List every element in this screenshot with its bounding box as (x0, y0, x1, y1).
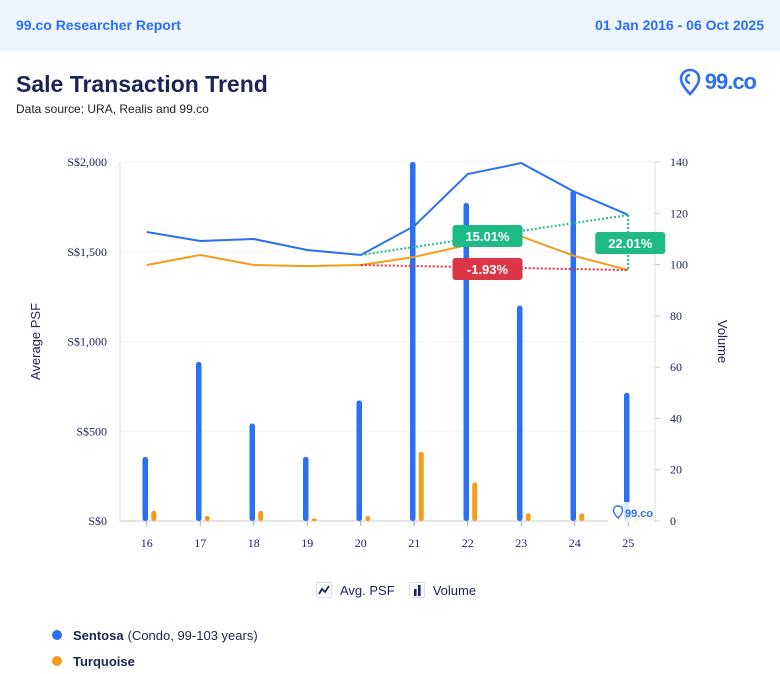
x-tick-label: 18 (248, 536, 260, 550)
x-tick-label: 22 (462, 536, 474, 550)
bar-chart-icon (408, 582, 425, 598)
legend-avg-psf-label: Avg. PSF (340, 582, 395, 598)
volume-bar-turquoise (311, 518, 317, 521)
series-detail: (Condo, 99-103 years) (127, 627, 258, 643)
badge-label: 22.01% (608, 236, 653, 251)
volume-bar-sentosa (249, 423, 255, 521)
volume-bar-sentosa (517, 305, 523, 521)
volume-bar-sentosa (624, 392, 630, 521)
x-tick-label: 23 (515, 536, 527, 550)
volume-bar-turquoise (418, 451, 424, 521)
y2-tick-label: 60 (670, 360, 682, 374)
y2-tick-label: 0 (670, 514, 676, 528)
y2-tick-label: 20 (670, 463, 682, 477)
series-name: Sentosa (73, 627, 124, 643)
volume-bar-turquoise (525, 513, 531, 521)
badge-label: 15.01% (465, 229, 510, 244)
trend-line-sentosa (360, 213, 629, 256)
x-tick-label: 19 (301, 536, 313, 550)
y-axis-title: Average PSF (28, 303, 43, 380)
badge-background (452, 258, 523, 280)
psf-line-turquoise (146, 235, 629, 272)
y-tick-label: S$0 (88, 514, 107, 528)
psf-line-sentosa (146, 162, 629, 257)
sale-transaction-chart: S$0 S$500 S$1,000 S$1,500 S$2,000 0 20 40 60 80 10… (28, 155, 730, 550)
watermark-text: 99.co (625, 508, 653, 520)
logo-text: 99.co (704, 69, 757, 94)
y-tick-label: S$2,000 (67, 155, 107, 169)
chart-type-legend: Avg. PSF Volume (316, 582, 490, 598)
volume-bar-turquoise (151, 510, 157, 521)
date-range: 01 Jan 2016 - 06 Oct 2025 (595, 17, 764, 33)
y-tick-label: S$500 (76, 424, 107, 438)
brand-logo: 99.co (679, 68, 757, 96)
y2-axis-title: Volume (715, 320, 730, 363)
legend-series-turquoise[interactable]: Turquoise (52, 648, 258, 674)
x-tick-label: 21 (408, 536, 420, 550)
legend-avg-psf[interactable]: Avg. PSF (316, 582, 395, 598)
x-tick-label: 17 (194, 536, 206, 550)
page-title: Sale Transaction Trend (16, 71, 268, 97)
badge-background (452, 225, 523, 247)
y-tick-label: S$1,500 (67, 245, 107, 259)
x-tick-label: 20 (355, 536, 367, 550)
line-chart-icon (316, 582, 332, 598)
y2-tick-label: 80 (670, 309, 682, 323)
chart-watermark: 99.co (608, 502, 654, 522)
volume-bar-sentosa (463, 203, 469, 521)
legend-volume[interactable]: Volume (408, 582, 477, 598)
badge-background (595, 232, 666, 254)
volume-bar-sentosa (410, 162, 416, 521)
volume-bar-sentosa (196, 362, 202, 521)
gap-badge: 22.01% (595, 232, 666, 254)
x-tick-label: 25 (622, 536, 634, 550)
volume-bar-sentosa (303, 456, 309, 521)
volume-bar-sentosa (356, 400, 362, 521)
y-tick-label: S$1,000 (67, 335, 107, 349)
series-name: Turquoise (73, 653, 135, 669)
volume-bar-turquoise (365, 515, 371, 521)
volume-bar-turquoise (204, 515, 210, 521)
change-badge-sentosa: 15.01% (452, 225, 523, 247)
x-tick-label: 16 (141, 536, 153, 550)
volume-bar-sentosa (570, 190, 576, 521)
badge-label: -1.93% (467, 262, 509, 277)
y2-tick-label: 120 (670, 206, 688, 220)
legend-series-sentosa[interactable]: Sentosa (Condo, 99-103 years) (52, 622, 258, 648)
series-legend: Sentosa (Condo, 99-103 years) Turquoise (52, 622, 258, 674)
volume-bar-turquoise (258, 510, 264, 521)
y2-tick-label: 140 (670, 155, 688, 169)
report-brand: 99.co Researcher Report (16, 17, 181, 33)
blue-dot-icon (52, 630, 62, 640)
legend-volume-label: Volume (432, 582, 477, 598)
orange-dot-icon (52, 656, 62, 666)
change-badge-turquoise: -1.93% (452, 258, 523, 280)
data-source: Data source: URA, Realis and 99.co (16, 102, 209, 116)
report-header: 99.co Researcher Report 01 Jan 2016 - 06… (0, 0, 780, 51)
volume-bar-turquoise (579, 513, 585, 521)
watermark-pin-icon (612, 505, 624, 519)
y2-tick-label: 40 (670, 411, 682, 425)
y2-tick-label: 100 (670, 258, 688, 272)
volume-bar-sentosa (142, 456, 148, 521)
x-tick-label: 24 (569, 536, 581, 550)
volume-bar-turquoise (472, 482, 478, 521)
location-pin-icon (679, 68, 701, 96)
